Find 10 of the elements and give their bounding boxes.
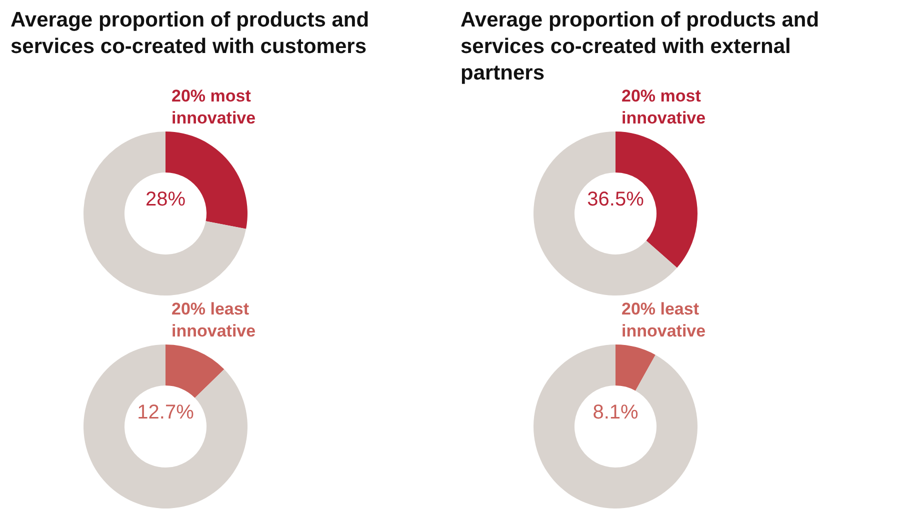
chart-title: Average proportion of products and services co-created with customers [10, 8, 370, 58]
data-label: 12.7% [137, 402, 194, 424]
data-label: 36.5% [587, 188, 644, 210]
slice-label: 20% least innovative [622, 300, 706, 340]
data-label: 8.1% [592, 402, 639, 424]
data-label: 28% [145, 188, 186, 210]
chart-title: Average proportion of products and services co-created with external partners [460, 8, 820, 84]
slice-label: 20% most innovative [622, 86, 706, 128]
slice-label: 20% most innovative [172, 86, 256, 128]
slice-label: 20% least innovative [172, 300, 256, 340]
